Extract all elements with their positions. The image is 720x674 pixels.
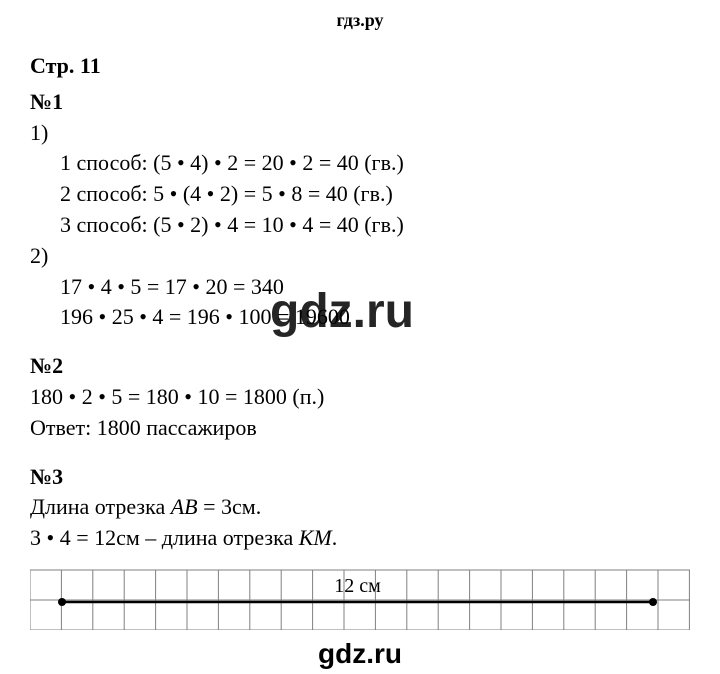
p3-line1-var: AB — [171, 494, 198, 519]
p1-part1-line3: 3 способ: (5 • 2) • 4 = 10 • 4 = 40 (гв.… — [30, 210, 690, 241]
page-label: Стр. 11 — [30, 51, 690, 82]
p1-part1-line2: 2 способ: 5 • (4 • 2) = 5 • 8 = 40 (гв.) — [30, 179, 690, 210]
p3-line1: Длина отрезка AB = 3см. — [30, 492, 690, 523]
site-header: гдз.ру — [0, 0, 720, 31]
p1-part2-line2: 196 • 25 • 4 = 196 • 100 = 19600 — [30, 302, 690, 333]
p3-line2-var: KM — [299, 525, 332, 550]
p3-line2-post: . — [332, 525, 338, 550]
p1-part1-line1: 1 способ: (5 • 4) • 2 = 20 • 2 = 40 (гв.… — [30, 148, 690, 179]
p2-answer: Ответ: 1800 пассажиров — [30, 413, 690, 444]
p3-line1-post: = 3см. — [198, 494, 262, 519]
problem2-label: №2 — [30, 351, 690, 382]
ruler-diagram: 12 см — [30, 560, 690, 630]
footer-watermark: gdz.ru — [0, 638, 720, 670]
p1-part2-line1: 17 • 4 • 5 = 17 • 20 = 340 — [30, 272, 690, 303]
problem3-label: №3 — [30, 462, 690, 493]
problem1-label: №1 — [30, 87, 690, 118]
ruler-svg: 12 см — [30, 560, 690, 630]
p3-line1-pre: Длина отрезка — [30, 494, 171, 519]
svg-text:12 см: 12 см — [334, 575, 381, 597]
p3-line2-pre: 3 • 4 = 12см – длина отрезка — [30, 525, 299, 550]
p2-line1: 180 • 2 • 5 = 180 • 10 = 1800 (п.) — [30, 382, 690, 413]
page-content: Стр. 11 №1 1) 1 способ: (5 • 4) • 2 = 20… — [0, 31, 720, 630]
p3-line2: 3 • 4 = 12см – длина отрезка KM. — [30, 523, 690, 554]
p1-part1-num: 1) — [30, 118, 690, 149]
p1-part2-num: 2) — [30, 241, 690, 272]
site-name: гдз.ру — [336, 10, 383, 30]
